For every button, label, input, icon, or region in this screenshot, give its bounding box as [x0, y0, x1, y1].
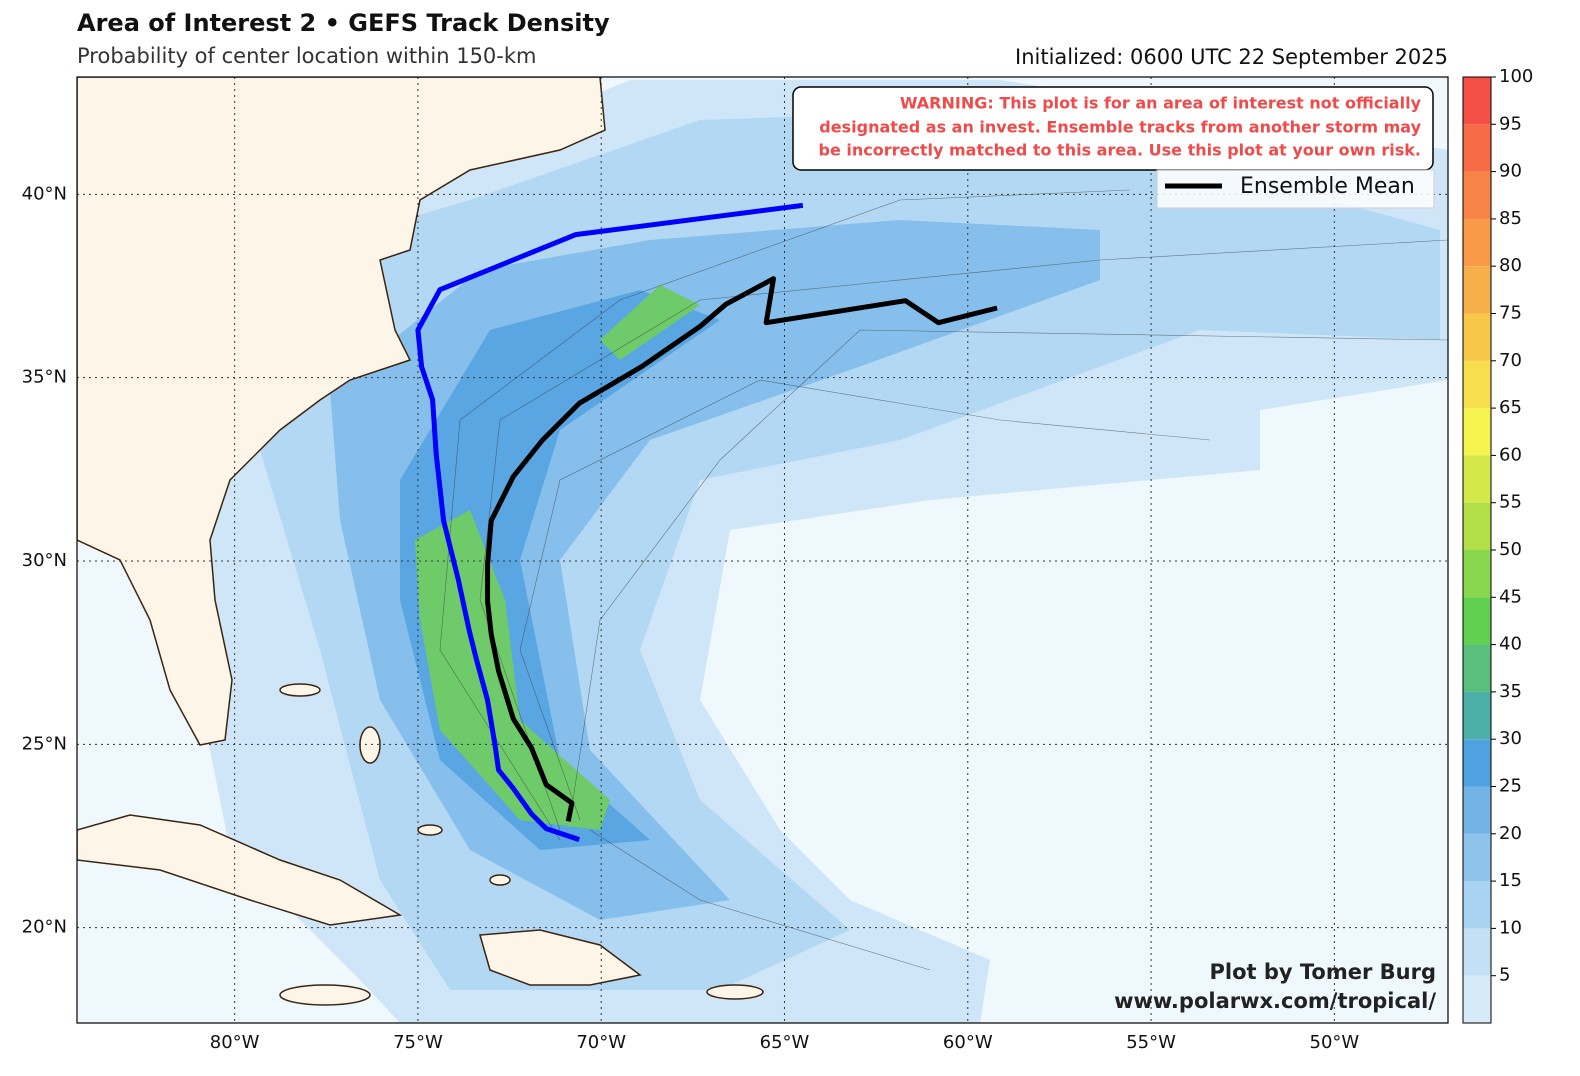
colorbar: 5 10 15 20 25 30 35 40 45 50 55 60 65 70 75 80 85 90 95 100: [1462, 66, 1533, 1024]
warning-line: designated as an invest. Ensemble tracks…: [819, 118, 1421, 137]
axis-labels: 80°W 75°W 70°W 65°W 60°W 55°W 50°W 20°N 25°N 30°N…: [22, 183, 1360, 1053]
title: Area of Interest 2 • GEFS Track Density: [77, 9, 610, 37]
map-body: [77, 77, 1448, 1023]
x-tick-label: 80°W: [210, 1032, 260, 1053]
colorbar-tick-label: 95: [1499, 113, 1522, 134]
colorbar-tick-label: 30: [1499, 728, 1522, 749]
colorbar-tick-label: 60: [1499, 444, 1522, 465]
colorbar-segment: [1463, 550, 1491, 598]
colorbar-tick-label: 65: [1499, 397, 1522, 418]
land: [77, 77, 764, 1006]
x-tick-label: 50°W: [1310, 1032, 1360, 1053]
colorbar-tick-label: 80: [1499, 255, 1522, 276]
colorbar-segment: [1463, 360, 1491, 409]
colorbar-tick-label: 15: [1499, 870, 1522, 891]
x-tick-label: 65°W: [760, 1032, 810, 1053]
colorbar-tick-label: 40: [1499, 634, 1522, 655]
colorbar-segment: [1463, 928, 1491, 976]
warning-line: be incorrectly matched to this area. Use…: [819, 141, 1422, 160]
init-time: Initialized: 0600 UTC 22 September 2025: [1015, 45, 1448, 69]
y-tick-label: 40°N: [22, 183, 67, 204]
colorbar-tick-label: 50: [1499, 539, 1522, 560]
colorbar-tick-label: 90: [1499, 161, 1522, 182]
colorbar-tick-label: 5: [1499, 965, 1510, 986]
warning-line: WARNING: This plot is for an area of int…: [900, 94, 1422, 113]
colorbar-tick-label: 100: [1499, 66, 1533, 87]
colorbar-segment: [1463, 597, 1491, 645]
subtitle: Probability of center location within 15…: [77, 44, 537, 68]
colorbar-segment: [1463, 455, 1491, 503]
colorbar-tick-label: 10: [1499, 917, 1522, 938]
x-tick-label: 75°W: [393, 1032, 443, 1053]
track: [485, 276, 998, 822]
y-tick-label: 25°N: [22, 733, 67, 754]
colorbar-tick-label: 75: [1499, 303, 1522, 324]
colorbar-tick-label: 35: [1499, 681, 1522, 702]
colorbar-segment: [1463, 408, 1491, 456]
legend-box: [1156, 169, 1435, 209]
colorbar-tick-label: 85: [1499, 208, 1522, 229]
track: [415, 202, 804, 843]
y-tick-label: 30°N: [22, 550, 67, 571]
legend-label: Ensemble Mean: [1240, 174, 1415, 199]
tracks: [415, 202, 998, 843]
colorbar-segment: [1463, 644, 1491, 692]
y-tick-label: 20°N: [22, 917, 67, 938]
colorbar-segment: [1463, 881, 1491, 929]
graticule: [77, 77, 1448, 1023]
colorbar-segment: [1463, 171, 1491, 219]
credit: Plot by Tomer Burg: [1210, 960, 1437, 984]
colorbar-segment: [1463, 313, 1491, 361]
x-tick-label: 60°W: [943, 1032, 993, 1053]
y-tick-label: 35°N: [22, 367, 67, 388]
colorbar-segment: [1463, 691, 1491, 740]
colorbar-tick-label: 20: [1499, 823, 1522, 844]
colorbar-segment: [1463, 786, 1491, 834]
credit: www.polarwx.com/tropical/: [1114, 989, 1436, 1013]
x-tick-label: 70°W: [576, 1032, 626, 1053]
colorbar-tick-label: 70: [1499, 350, 1522, 371]
colorbar-segment: [1463, 975, 1491, 1023]
colorbar-segment: [1463, 218, 1491, 267]
map-frame: [76, 76, 1449, 1024]
colorbar-segment: [1463, 833, 1491, 882]
warning-box: [792, 86, 1434, 171]
colorbar-tick-label: 25: [1499, 776, 1522, 797]
colorbar-segment: [1463, 124, 1491, 172]
colorbar-tick-label: 55: [1499, 492, 1522, 513]
colorbar-segment: [1463, 77, 1491, 125]
colorbar-segment: [1463, 266, 1491, 314]
colorbar-segment: [1463, 502, 1491, 550]
x-tick-label: 55°W: [1126, 1032, 1176, 1053]
colorbar-segment: [1463, 739, 1491, 787]
colorbar-tick-label: 45: [1499, 586, 1522, 607]
